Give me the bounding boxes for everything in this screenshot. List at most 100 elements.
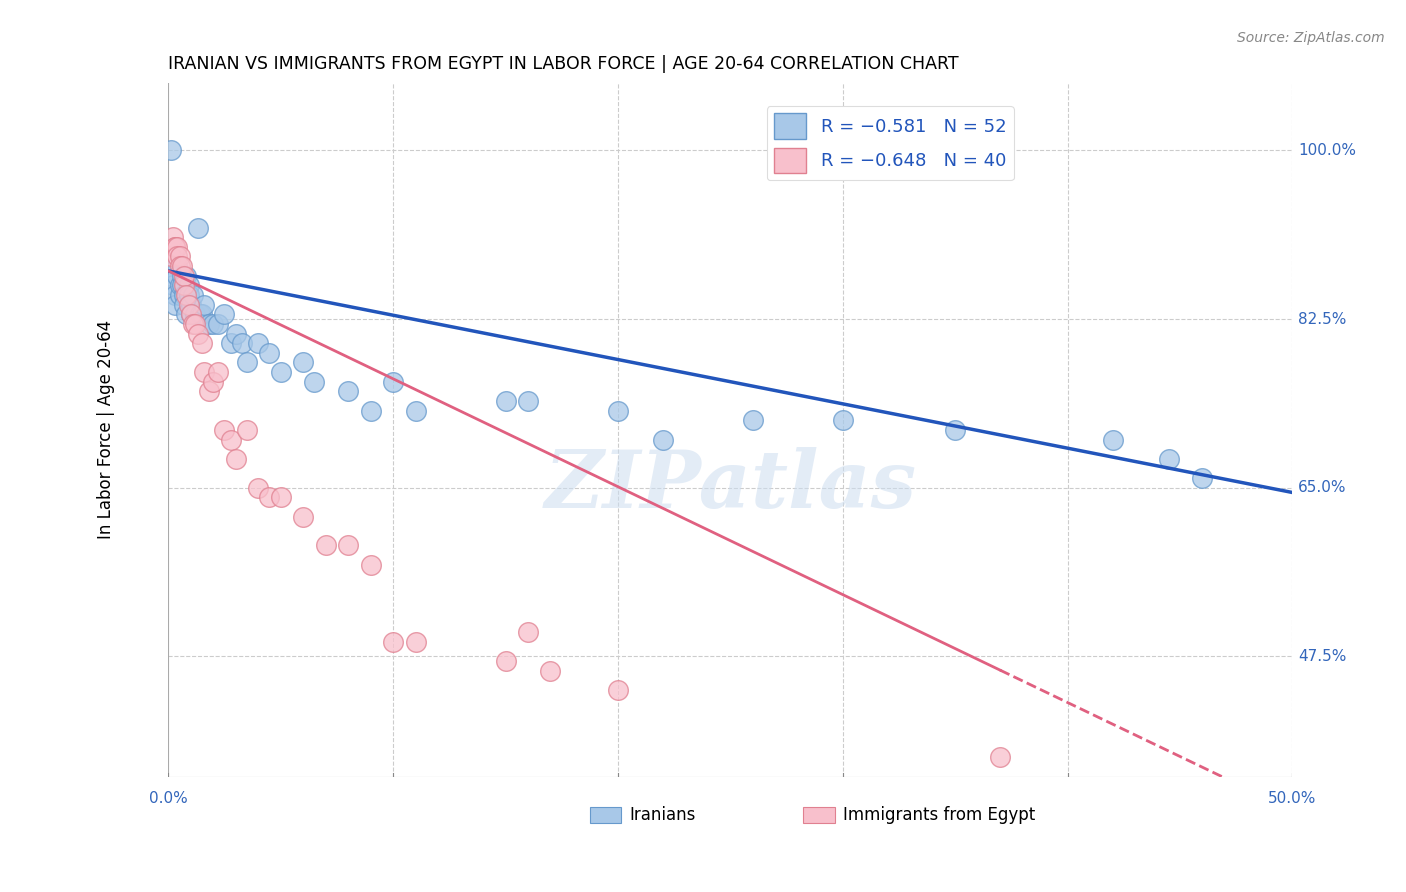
Point xyxy=(236,423,259,437)
Point xyxy=(1157,451,1180,466)
Text: IRANIAN VS IMMIGRANTS FROM EGYPT IN LABOR FORCE | AGE 20-64 CORRELATION CHART: IRANIAN VS IMMIGRANTS FROM EGYPT IN LABO… xyxy=(169,55,959,73)
Point xyxy=(174,268,197,283)
Point xyxy=(270,365,292,379)
Point xyxy=(169,278,191,293)
Point xyxy=(174,288,197,302)
Point xyxy=(202,317,225,331)
Point xyxy=(186,220,208,235)
Point xyxy=(180,307,202,321)
Point xyxy=(166,259,188,273)
Text: 47.5%: 47.5% xyxy=(1298,648,1347,664)
Point xyxy=(292,509,315,524)
Text: In Labor Force | Age 20-64: In Labor Force | Age 20-64 xyxy=(97,320,115,540)
Point xyxy=(360,403,382,417)
Point xyxy=(166,240,188,254)
Point xyxy=(177,298,200,312)
Point xyxy=(173,278,195,293)
Point xyxy=(180,298,202,312)
Point xyxy=(219,433,242,447)
Point xyxy=(540,664,562,678)
Point xyxy=(259,491,281,505)
Point xyxy=(651,433,673,447)
Point xyxy=(191,307,214,321)
Point xyxy=(270,491,292,505)
Point xyxy=(382,375,405,389)
Point xyxy=(495,654,517,668)
Text: Iranians: Iranians xyxy=(628,805,696,824)
Point xyxy=(170,259,193,273)
Point xyxy=(163,288,186,302)
Point xyxy=(943,423,966,437)
Text: Immigrants from Egypt: Immigrants from Egypt xyxy=(842,805,1035,824)
Point xyxy=(173,298,195,312)
Point xyxy=(831,413,853,427)
Point xyxy=(166,249,188,263)
Text: ZIPatlas: ZIPatlas xyxy=(544,447,917,524)
Point xyxy=(159,144,181,158)
Point xyxy=(247,481,270,495)
Point xyxy=(337,384,360,399)
Point xyxy=(988,750,1011,764)
Point xyxy=(170,278,193,293)
Point xyxy=(186,326,208,341)
Point xyxy=(159,268,181,283)
Point xyxy=(163,240,186,254)
Point xyxy=(188,307,211,321)
Text: 65.0%: 65.0% xyxy=(1298,480,1347,495)
Point xyxy=(219,336,242,351)
Point xyxy=(231,336,253,351)
Point xyxy=(163,240,186,254)
Point xyxy=(177,278,200,293)
Point xyxy=(169,249,191,263)
Text: 82.5%: 82.5% xyxy=(1298,311,1347,326)
Point xyxy=(197,317,219,331)
Point xyxy=(207,317,229,331)
Text: 0.0%: 0.0% xyxy=(149,791,187,806)
Text: Source: ZipAtlas.com: Source: ZipAtlas.com xyxy=(1237,31,1385,45)
Point xyxy=(159,249,181,263)
Point xyxy=(304,375,326,389)
Point xyxy=(162,230,184,244)
Point xyxy=(259,346,281,360)
Point xyxy=(517,394,540,409)
Point xyxy=(382,635,405,649)
Point xyxy=(1191,471,1213,485)
Point xyxy=(236,355,259,369)
Point xyxy=(207,365,229,379)
Point xyxy=(193,298,215,312)
Point xyxy=(170,268,193,283)
Point xyxy=(180,307,202,321)
Point xyxy=(174,307,197,321)
Point xyxy=(169,259,191,273)
Point xyxy=(181,288,204,302)
Point xyxy=(202,375,225,389)
Point xyxy=(184,307,207,321)
Bar xyxy=(803,806,835,823)
Point xyxy=(214,307,236,321)
Point xyxy=(247,336,270,351)
Point xyxy=(606,403,628,417)
Point xyxy=(163,298,186,312)
Point xyxy=(360,558,382,572)
Point xyxy=(214,423,236,437)
Point xyxy=(315,539,337,553)
Bar xyxy=(591,806,621,823)
Point xyxy=(405,635,427,649)
Point xyxy=(173,288,195,302)
Point xyxy=(225,326,247,341)
Point xyxy=(193,365,215,379)
Point xyxy=(169,288,191,302)
Point xyxy=(166,268,188,283)
Point xyxy=(741,413,763,427)
Legend: R = −0.581   N = 52, R = −0.648   N = 40: R = −0.581 N = 52, R = −0.648 N = 40 xyxy=(766,106,1014,180)
Point xyxy=(606,683,628,698)
Point xyxy=(197,384,219,399)
Point xyxy=(405,403,427,417)
Point xyxy=(177,288,200,302)
Point xyxy=(191,336,214,351)
Point xyxy=(1101,433,1123,447)
Text: 50.0%: 50.0% xyxy=(1268,791,1316,806)
Point xyxy=(337,539,360,553)
Point xyxy=(173,268,195,283)
Point xyxy=(292,355,315,369)
